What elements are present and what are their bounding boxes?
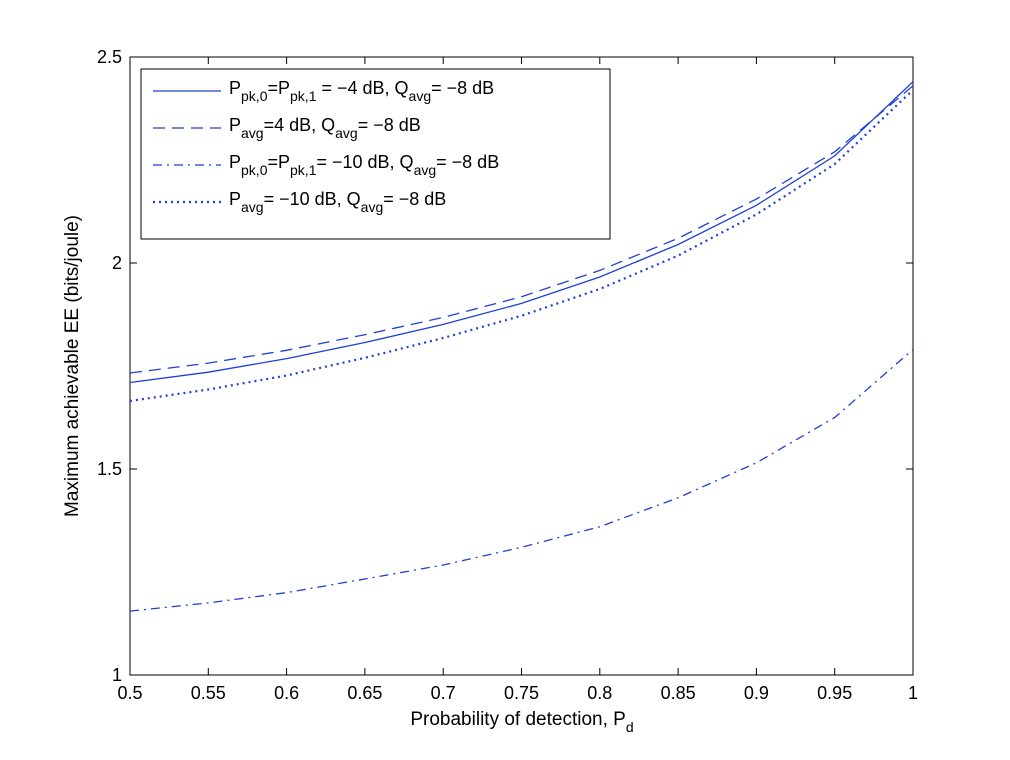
y-tick-label: 1 bbox=[112, 665, 122, 685]
legend-subscript: pk,0 bbox=[241, 162, 268, 178]
legend-text-part: P bbox=[229, 189, 241, 209]
y-tick-label: 1.5 bbox=[97, 459, 122, 479]
x-tick-label: 0.6 bbox=[274, 683, 299, 703]
series-line-4 bbox=[129, 89, 914, 403]
legend-label-1: Ppk,0=Ppk,1 = −4 dB, Qavg= −8 dB bbox=[229, 78, 494, 104]
legend-subscript: avg bbox=[241, 199, 264, 215]
series-line-2 bbox=[129, 85, 914, 374]
legend-label-3: Ppk,0=Ppk,1= −10 dB, Qavg= −8 dB bbox=[229, 152, 499, 178]
legend-text-part: = −10 dB, Q bbox=[316, 152, 413, 172]
x-tick-label: 0.85 bbox=[661, 683, 696, 703]
x-tick-label: 0.65 bbox=[347, 683, 382, 703]
legend-text-part: =P bbox=[267, 152, 290, 172]
x-tick-label: 0.95 bbox=[817, 683, 852, 703]
legend-text-part: P bbox=[229, 152, 241, 172]
legend-subscript: pk,0 bbox=[241, 88, 268, 104]
series-line-3 bbox=[129, 349, 914, 612]
legend-text-part: = −8 dB bbox=[358, 115, 421, 135]
y-tick-label: 2 bbox=[112, 253, 122, 273]
legend-label-2: Pavg=4 dB, Qavg= −8 dB bbox=[229, 115, 421, 141]
legend-text-part: = −8 dB bbox=[436, 152, 499, 172]
legend-subscript: avg bbox=[409, 88, 432, 104]
legend-subscript: pk,1 bbox=[290, 162, 317, 178]
x-tick-label: 0.8 bbox=[587, 683, 612, 703]
x-axis-label: Probability of detection, Pd bbox=[410, 709, 633, 735]
x-tick-label: 0.5 bbox=[117, 683, 142, 703]
legend-text-part: = −10 dB, Q bbox=[264, 189, 361, 209]
legend-text-part: P bbox=[229, 115, 241, 135]
x-tick-label: 0.9 bbox=[744, 683, 769, 703]
y-axis: 1 1.5 2 2.5 bbox=[97, 47, 913, 685]
legend-subscript: avg bbox=[414, 162, 437, 178]
x-tick-label: 0.75 bbox=[504, 683, 539, 703]
legend-subscript: avg bbox=[361, 199, 384, 215]
legend-text-part: = −8 dB bbox=[431, 78, 494, 98]
legend-subscript: avg bbox=[335, 125, 358, 141]
legend-subscript: pk,1 bbox=[290, 88, 317, 104]
legend-text-part: =P bbox=[267, 78, 290, 98]
legend-text-part: P bbox=[229, 78, 241, 98]
legend-box bbox=[140, 68, 611, 240]
x-tick-label: 1 bbox=[908, 683, 918, 703]
legend-subscript: avg bbox=[241, 125, 264, 141]
legend-text-part: = −8 dB bbox=[383, 189, 446, 209]
x-tick-label: 0.55 bbox=[191, 683, 226, 703]
x-axis: 0.5 0.55 0.6 0.65 0.7 0.75 0.8 0.85 0.9 0.95 1 bbox=[117, 57, 918, 703]
series-line-1 bbox=[129, 81, 914, 384]
y-axis-label: Maximum achievable EE (bits/joule) bbox=[62, 215, 83, 517]
legend-text-part: =4 dB, Q bbox=[264, 115, 336, 135]
legend-text-part: = −4 dB, Q bbox=[316, 78, 408, 98]
y-tick-label: 2.5 bbox=[97, 47, 122, 67]
legend-label-4: Pavg= −10 dB, Qavg= −8 dB bbox=[229, 189, 446, 215]
series-layer bbox=[129, 81, 914, 612]
x-tick-label: 0.7 bbox=[431, 683, 456, 703]
